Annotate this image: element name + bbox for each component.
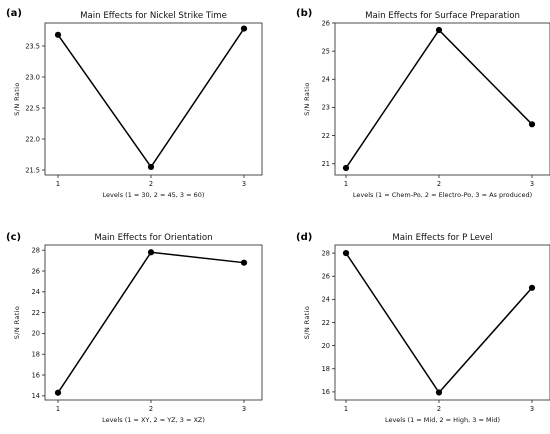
y-tick-label: 25 <box>322 47 330 55</box>
y-tick-label: 22 <box>322 319 330 327</box>
data-point-1 <box>342 164 350 172</box>
panel-label: (a) <box>6 8 22 19</box>
data-point-3 <box>528 284 536 291</box>
series-line <box>345 28 533 169</box>
y-tick-label: 24 <box>322 296 330 304</box>
data-point-2 <box>147 249 155 256</box>
x-tick-label: 3 <box>242 405 246 413</box>
y-axis-label: S/N Ratio <box>13 82 21 116</box>
chart-panel-3: (c) Main Effects for Orientation 14 16 18 20 2… <box>6 232 263 424</box>
y-axis-label: S/N Ratio <box>303 306 311 340</box>
x-tick-label: 1 <box>344 180 348 188</box>
plot-frame <box>44 22 263 176</box>
y-tick-label: 21 <box>322 160 330 168</box>
data-point-2 <box>435 389 443 396</box>
y-tick-label: 16 <box>322 388 330 396</box>
chart-title: Main Effects for Orientation <box>94 233 212 243</box>
x-tick-label: 3 <box>530 180 534 188</box>
y-axis-label: S/N Ratio <box>303 82 311 116</box>
x-tick-label: 1 <box>56 405 60 413</box>
x-tick-label: 2 <box>149 405 153 413</box>
chart-title: Main Effects for P Level <box>392 233 492 243</box>
y-tick-label: 24 <box>322 76 330 84</box>
x-tick-label: 2 <box>149 180 153 188</box>
chart-panel-4: (d) Main Effects for P Level 16 18 20 22 24 26 2… <box>296 232 550 424</box>
y-tick-label: 26 <box>322 19 330 27</box>
series-line <box>57 28 245 169</box>
data-point-1 <box>54 389 62 396</box>
data-point-2 <box>147 163 155 171</box>
plot-frame <box>334 22 550 176</box>
y-tick-label: 23.0 <box>25 73 40 81</box>
y-tick-label: 26 <box>322 273 330 281</box>
panel-label: (d) <box>296 232 312 243</box>
x-tick-label: 3 <box>530 405 534 413</box>
chart-title: Main Effects for Nickel Strike Time <box>80 11 227 21</box>
y-tick-label: 28 <box>322 249 330 257</box>
y-tick-label: 22 <box>322 132 330 140</box>
chart-panel-2: (b) Main Effects for Surface Preparation 2… <box>296 8 550 199</box>
y-tick-label: 18 <box>32 351 40 359</box>
x-axis-label: Levels (1 = 30, 2 = 45, 3 = 60) <box>103 191 205 199</box>
y-tick-label: 22.0 <box>25 135 40 143</box>
x-tick-label: 2 <box>437 405 441 413</box>
plot-frame <box>44 244 263 401</box>
data-point-1 <box>342 249 350 257</box>
x-tick-label: 2 <box>437 180 441 188</box>
y-tick-label: 26 <box>32 267 40 275</box>
chart-panel-1: (a) Main Effects for Nickel Strike Time21… <box>6 8 263 199</box>
y-tick-label: 23.5 <box>25 42 40 50</box>
x-tick-label: 1 <box>56 180 60 188</box>
panel-label: (b) <box>296 8 312 19</box>
y-tick-label: 20 <box>322 342 330 350</box>
x-tick-label: 1 <box>344 405 348 413</box>
x-axis-label: Levels (1 = XY, 2 = YZ, 3 = XZ) <box>102 416 205 424</box>
data-point-3 <box>240 259 248 266</box>
y-tick-label: 21.5 <box>25 166 40 174</box>
y-tick-label: 23 <box>322 104 330 112</box>
y-tick-label: 18 <box>322 365 330 373</box>
plot-frame <box>334 244 550 401</box>
y-tick-label: 22.5 <box>25 104 40 112</box>
data-point-1 <box>54 31 62 38</box>
y-tick-label: 20 <box>32 330 40 338</box>
y-tick-label: 28 <box>32 247 40 255</box>
y-tick-label: 24 <box>32 288 40 296</box>
y-tick-label: 16 <box>32 371 40 379</box>
chart-title: Main Effects for Surface Preparation <box>365 11 520 21</box>
data-point-3 <box>528 121 536 128</box>
data-point-3 <box>240 25 248 32</box>
x-axis-label: Levels (1 = Mid, 2 = High, 3 = Mid) <box>385 416 500 424</box>
y-tick-label: 14 <box>32 392 40 400</box>
data-point-2 <box>435 26 443 34</box>
y-tick-label: 22 <box>32 309 40 317</box>
panel-label: (c) <box>6 232 21 243</box>
y-axis-label: S/N Ratio <box>13 306 21 340</box>
series-line <box>57 251 245 394</box>
x-axis-label: Levels (1 = Chem-Po, 2 = Electro-Po, 3 =… <box>353 191 532 199</box>
x-tick-label: 3 <box>242 180 246 188</box>
series-line <box>345 252 533 394</box>
